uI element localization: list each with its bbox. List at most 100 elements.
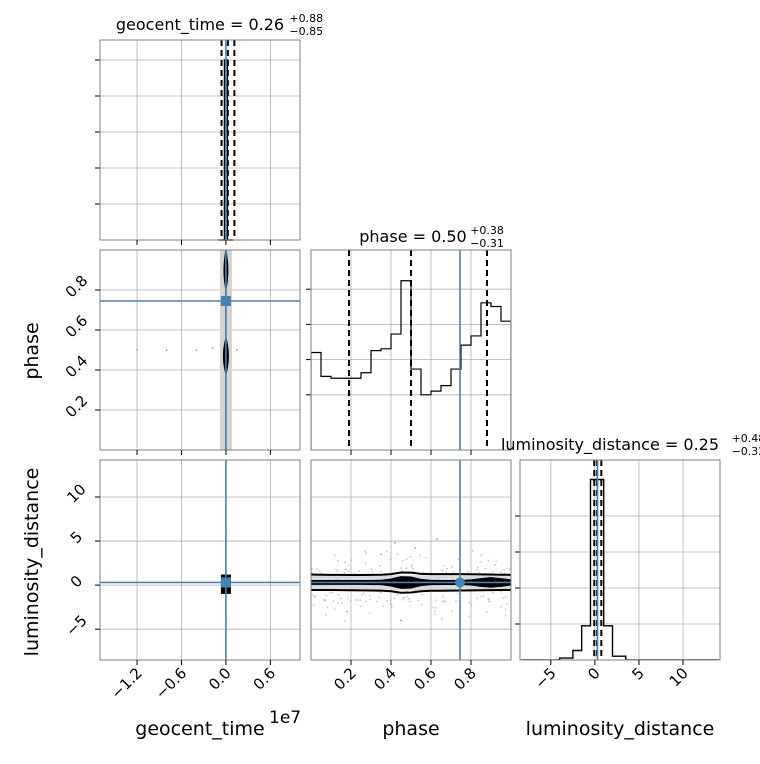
distance-geocent-content bbox=[100, 460, 300, 660]
distance-phase-xtick-label: 0.2 bbox=[330, 664, 360, 694]
panel-phase-vs-geocent-time: 0.2 0.4 0.6 0.8 bbox=[62, 249, 301, 455]
distance-phase-sample-point bbox=[480, 554, 482, 557]
distance-phase-sample-point bbox=[369, 598, 372, 601]
distance-phase-sample-point bbox=[487, 600, 490, 603]
distance-hist-title: luminosity_distance = 0.25 bbox=[501, 435, 719, 455]
distance-phase-sample-point bbox=[495, 560, 498, 563]
distance-phase-sample-point bbox=[343, 571, 346, 574]
distance-phase-sample-point bbox=[414, 547, 416, 550]
distance-phase-truth-marker bbox=[455, 577, 465, 588]
distance-phase-sample-point bbox=[487, 559, 490, 562]
distance-phase-sample-point bbox=[380, 553, 382, 556]
y-axis-label-luminosity-distance: luminosity_distance bbox=[21, 468, 43, 657]
distance-phase-sample-point bbox=[500, 606, 502, 608]
x-offset-text: 1e7 bbox=[269, 708, 301, 728]
distance-phase-sample-point bbox=[343, 619, 346, 622]
distance-phase-sample-point bbox=[412, 568, 414, 570]
distance-phase-sample-point bbox=[324, 598, 327, 601]
geocent-hist-title-eq: = bbox=[225, 15, 249, 34]
distance-phase-sample-point bbox=[451, 610, 453, 613]
distance-phase-sample-point bbox=[405, 567, 408, 569]
distance-phase-sample-point bbox=[491, 591, 494, 594]
distance-phase-sample-point bbox=[442, 565, 445, 567]
distance-phase-sample-point bbox=[332, 600, 335, 602]
phase-geocent-sample-point bbox=[195, 349, 198, 351]
phase-hist-title-eq: = bbox=[408, 227, 432, 246]
distance-phase-sample-point bbox=[409, 556, 412, 558]
y-axis-label-phase: phase bbox=[21, 322, 43, 379]
distance-phase-sample-point bbox=[312, 594, 315, 596]
distance-phase-sample-point bbox=[326, 606, 329, 609]
distance-phase-sample-point bbox=[337, 593, 340, 596]
phase-hist-title-main: phase bbox=[359, 227, 407, 246]
distance-phase-contour-lower bbox=[311, 588, 511, 594]
distance-phase-sample-point bbox=[467, 571, 470, 574]
phase-geocent-ytick-label: 0.8 bbox=[62, 272, 92, 302]
distance-geocent-ytick-label: 0 bbox=[67, 572, 86, 591]
distance-hist-title-main: luminosity_distance bbox=[501, 435, 660, 455]
distance-phase-sample-point bbox=[379, 565, 381, 568]
distance-phase-sample-point bbox=[468, 615, 471, 618]
distance-phase-sample-point bbox=[505, 614, 507, 617]
distance-phase-sample-point bbox=[344, 561, 347, 564]
distance-geocent-ytick-label: 10 bbox=[63, 480, 89, 506]
distance-phase-sample-point bbox=[422, 571, 425, 574]
phase-hist-content bbox=[311, 250, 511, 450]
distance-phase-sample-point bbox=[455, 600, 457, 602]
distance-phase-sample-point bbox=[440, 617, 443, 620]
distance-phase-sample-point bbox=[504, 608, 507, 611]
distance-phase-frame bbox=[310, 459, 512, 661]
distance-phase-sample-point bbox=[339, 597, 342, 600]
phase-geocent-frame bbox=[99, 249, 301, 451]
distance-phase-sample-point bbox=[411, 564, 413, 567]
distance-phase-sample-point bbox=[434, 606, 437, 609]
distance-phase-sample-point bbox=[434, 599, 437, 602]
distance-phase-xtick-label: 0.4 bbox=[370, 664, 400, 694]
phase-hist-title-plus: +0.38 bbox=[470, 224, 504, 237]
distance-phase-sample-point bbox=[389, 599, 392, 602]
distance-phase-sample-point bbox=[451, 566, 453, 568]
distance-phase-sample-point bbox=[346, 610, 348, 613]
distance-hist-xtick-label: 5 bbox=[628, 664, 647, 683]
distance-phase-sample-point bbox=[386, 599, 388, 602]
distance-phase-sample-point bbox=[486, 611, 489, 614]
distance-geocent-xtick-label: −0.6 bbox=[152, 664, 190, 702]
panel-distance-vs-geocent-time: −1.2 −0.6 0.0 0.6 −5 0 5 10 bbox=[62, 459, 301, 703]
geocent-hist-title-median: 0.26 bbox=[248, 15, 284, 34]
distance-phase-sample-point bbox=[503, 568, 506, 571]
distance-phase-sample-point bbox=[350, 559, 353, 562]
distance-phase-sample-point bbox=[440, 569, 443, 572]
distance-phase-sample-point bbox=[508, 568, 511, 571]
distance-phase-sample-point bbox=[335, 568, 337, 571]
phase-hist-frame bbox=[310, 249, 512, 451]
distance-hist-frame bbox=[519, 459, 721, 661]
distance-phase-sample-point bbox=[446, 567, 448, 570]
phase-geocent-sample-point bbox=[236, 349, 238, 351]
distance-phase-sample-point bbox=[476, 597, 478, 600]
panel-geocent-time-hist: geocent_time = 0.26 +0.88−0.85 bbox=[95, 12, 323, 245]
distance-phase-sample-point bbox=[445, 571, 448, 573]
distance-phase-sample-point bbox=[368, 594, 371, 597]
distance-geocent-truth-marker bbox=[220, 577, 231, 588]
distance-phase-sample-point bbox=[331, 591, 334, 594]
distance-phase-sample-point bbox=[312, 604, 315, 607]
distance-hist-xtick-label: 0 bbox=[584, 664, 603, 683]
distance-phase-sample-point bbox=[401, 599, 404, 601]
distance-phase-sample-point bbox=[357, 599, 359, 601]
distance-phase-sample-point bbox=[479, 560, 482, 563]
distance-phase-sample-point bbox=[368, 612, 371, 614]
geocent-hist-title-plus: +0.88 bbox=[289, 12, 323, 25]
distance-phase-sample-point bbox=[410, 566, 413, 568]
distance-phase-sample-point bbox=[311, 567, 313, 570]
distance-phase-sample-point bbox=[315, 568, 318, 571]
distance-phase-sample-point bbox=[341, 602, 343, 605]
distance-phase-sample-point bbox=[408, 600, 411, 603]
distance-phase-sample-point bbox=[504, 596, 507, 599]
distance-phase-sample-point bbox=[425, 556, 427, 559]
distance-phase-sample-point bbox=[364, 550, 366, 553]
phase-hist-title-median: 0.50 bbox=[431, 227, 467, 246]
distance-phase-sample-point bbox=[421, 593, 424, 596]
distance-phase-sample-point bbox=[394, 541, 396, 544]
distance-phase-sample-point bbox=[382, 605, 384, 608]
distance-phase-contour-upper bbox=[311, 571, 511, 576]
